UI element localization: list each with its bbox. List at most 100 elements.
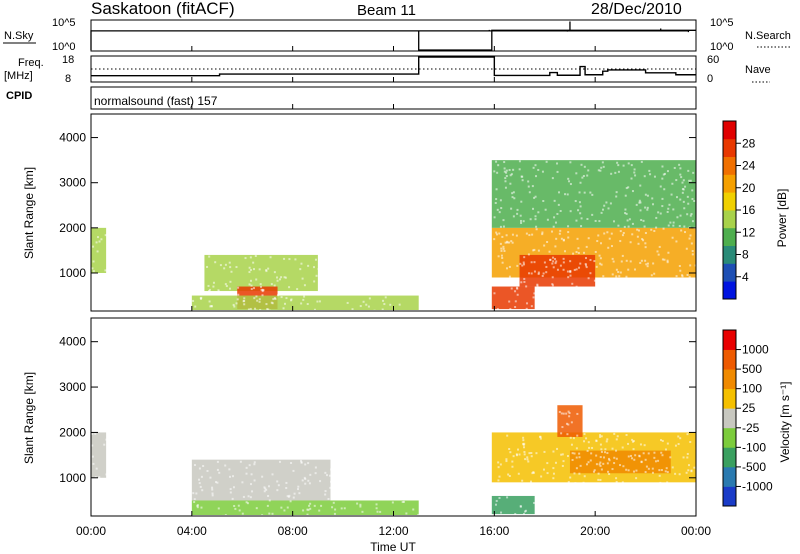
- heatmap-speckle: [583, 440, 586, 443]
- power-colorbar-tick-label: 28: [742, 136, 756, 150]
- heatmap-speckle: [402, 500, 405, 503]
- heatmap-speckle: [556, 212, 559, 215]
- heatmap-speckle: [674, 444, 677, 447]
- heatmap-speckle: [541, 233, 544, 236]
- heatmap-speckle: [574, 200, 577, 203]
- heatmap-speckle: [532, 249, 535, 252]
- heatmap-speckle: [613, 432, 616, 435]
- heatmap-speckle: [689, 264, 692, 267]
- heatmap-speckle: [303, 284, 306, 287]
- heatmap-speckle: [580, 217, 583, 220]
- heatmap-speckle: [368, 297, 371, 300]
- heatmap-region-4: [491, 286, 535, 310]
- heatmap-speckle: [640, 219, 643, 222]
- heatmap-speckle: [249, 496, 252, 499]
- heatmap-speckle: [507, 473, 510, 476]
- heatmap-speckle: [498, 496, 501, 499]
- heatmap-speckle: [649, 173, 652, 176]
- heatmap-speckle: [575, 251, 578, 254]
- heatmap-speckle: [639, 184, 642, 187]
- heatmap-speckle: [617, 170, 620, 173]
- heatmap-speckle: [552, 266, 555, 269]
- heatmap-speckle: [650, 274, 653, 277]
- heatmap-speckle: [659, 481, 662, 484]
- heatmap-speckle: [625, 259, 628, 262]
- heatmap-speckle: [516, 212, 519, 215]
- heatmap-speckle: [239, 460, 242, 463]
- heatmap-speckle: [195, 492, 198, 495]
- heatmap-speckle: [194, 305, 197, 308]
- heatmap-speckle: [500, 249, 503, 252]
- heatmap-speckle: [273, 284, 276, 287]
- heatmap-speckle: [258, 268, 261, 271]
- heatmap-speckle: [617, 164, 620, 167]
- heatmap-speckle: [330, 468, 333, 471]
- heatmap-speckle: [509, 174, 512, 177]
- heatmap-speckle: [585, 437, 588, 440]
- heatmap-speckle: [520, 281, 523, 284]
- heatmap-speckle: [644, 242, 647, 245]
- heatmap-speckle: [252, 287, 255, 290]
- heatmap-speckle: [541, 170, 544, 173]
- heatmap-speckle: [600, 450, 603, 453]
- heatmap-speckle: [644, 206, 647, 209]
- heatmap-speckle: [575, 456, 578, 459]
- heatmap-speckle: [250, 473, 253, 476]
- heatmap-speckle: [615, 477, 618, 480]
- heatmap-speckle: [98, 240, 101, 243]
- heatmap-speckle: [497, 164, 500, 167]
- heatmap-speckle: [254, 307, 257, 310]
- heatmap-speckle: [268, 512, 271, 515]
- heatmap-speckle: [493, 216, 496, 219]
- heatmap-speckle: [641, 238, 644, 241]
- heatmap-speckle: [223, 267, 226, 270]
- heatmap-speckle: [677, 443, 680, 446]
- heatmap-speckle: [578, 191, 581, 194]
- heatmap-speckle: [561, 426, 564, 429]
- heatmap-speckle: [351, 308, 354, 311]
- heatmap-speckle: [496, 208, 499, 211]
- heatmap-speckle: [575, 268, 578, 271]
- heatmap-speckle: [661, 205, 664, 208]
- heatmap-speckle: [551, 276, 554, 279]
- heatmap-speckle: [214, 261, 217, 264]
- power-colorbar-tick-label: 16: [742, 203, 756, 217]
- heatmap-speckle: [686, 273, 689, 276]
- heatmap-speckle: [522, 512, 525, 515]
- heatmap-speckle: [551, 284, 554, 287]
- heatmap-speckle: [635, 203, 638, 206]
- heatmap-speckle: [528, 272, 531, 275]
- heatmap-speckle: [553, 216, 556, 219]
- heatmap-speckle: [562, 238, 565, 241]
- heatmap-speckle: [646, 262, 649, 265]
- heatmap-speckle: [589, 459, 592, 462]
- heatmap-speckle: [498, 232, 501, 235]
- heatmap-speckle: [602, 165, 605, 168]
- heatmap-speckle: [551, 283, 554, 286]
- heatmap-speckle: [627, 186, 630, 189]
- heatmap-speckle: [633, 168, 636, 171]
- heatmap-speckle: [276, 294, 279, 297]
- heatmap-speckle: [276, 276, 279, 279]
- heatmap-speckle: [681, 191, 684, 194]
- heatmap-speckle: [505, 458, 508, 461]
- heatmap-speckle: [565, 412, 568, 415]
- heatmap-speckle: [622, 465, 625, 468]
- heatmap-speckle: [516, 293, 519, 296]
- heatmap-speckle: [556, 268, 559, 271]
- heatmap-speckle: [526, 456, 529, 459]
- heatmap-speckle: [691, 197, 694, 200]
- heatmap-speckle: [519, 262, 522, 265]
- heatmap-speckle: [587, 277, 590, 280]
- power-colorbar-band: [723, 156, 736, 175]
- heatmap-speckle: [276, 489, 279, 492]
- heatmap-speckle: [595, 440, 598, 443]
- heatmap-speckle: [680, 229, 683, 232]
- heatmap-region-3: [191, 295, 419, 310]
- heatmap-speckle: [583, 475, 586, 478]
- heatmap-speckle: [615, 480, 618, 483]
- velocity-panel-frame: [90, 317, 697, 517]
- heatmap-speckle: [504, 241, 507, 244]
- heatmap-speckle: [566, 270, 569, 273]
- power-yticks: 4000 3000 2000 1000: [59, 131, 696, 280]
